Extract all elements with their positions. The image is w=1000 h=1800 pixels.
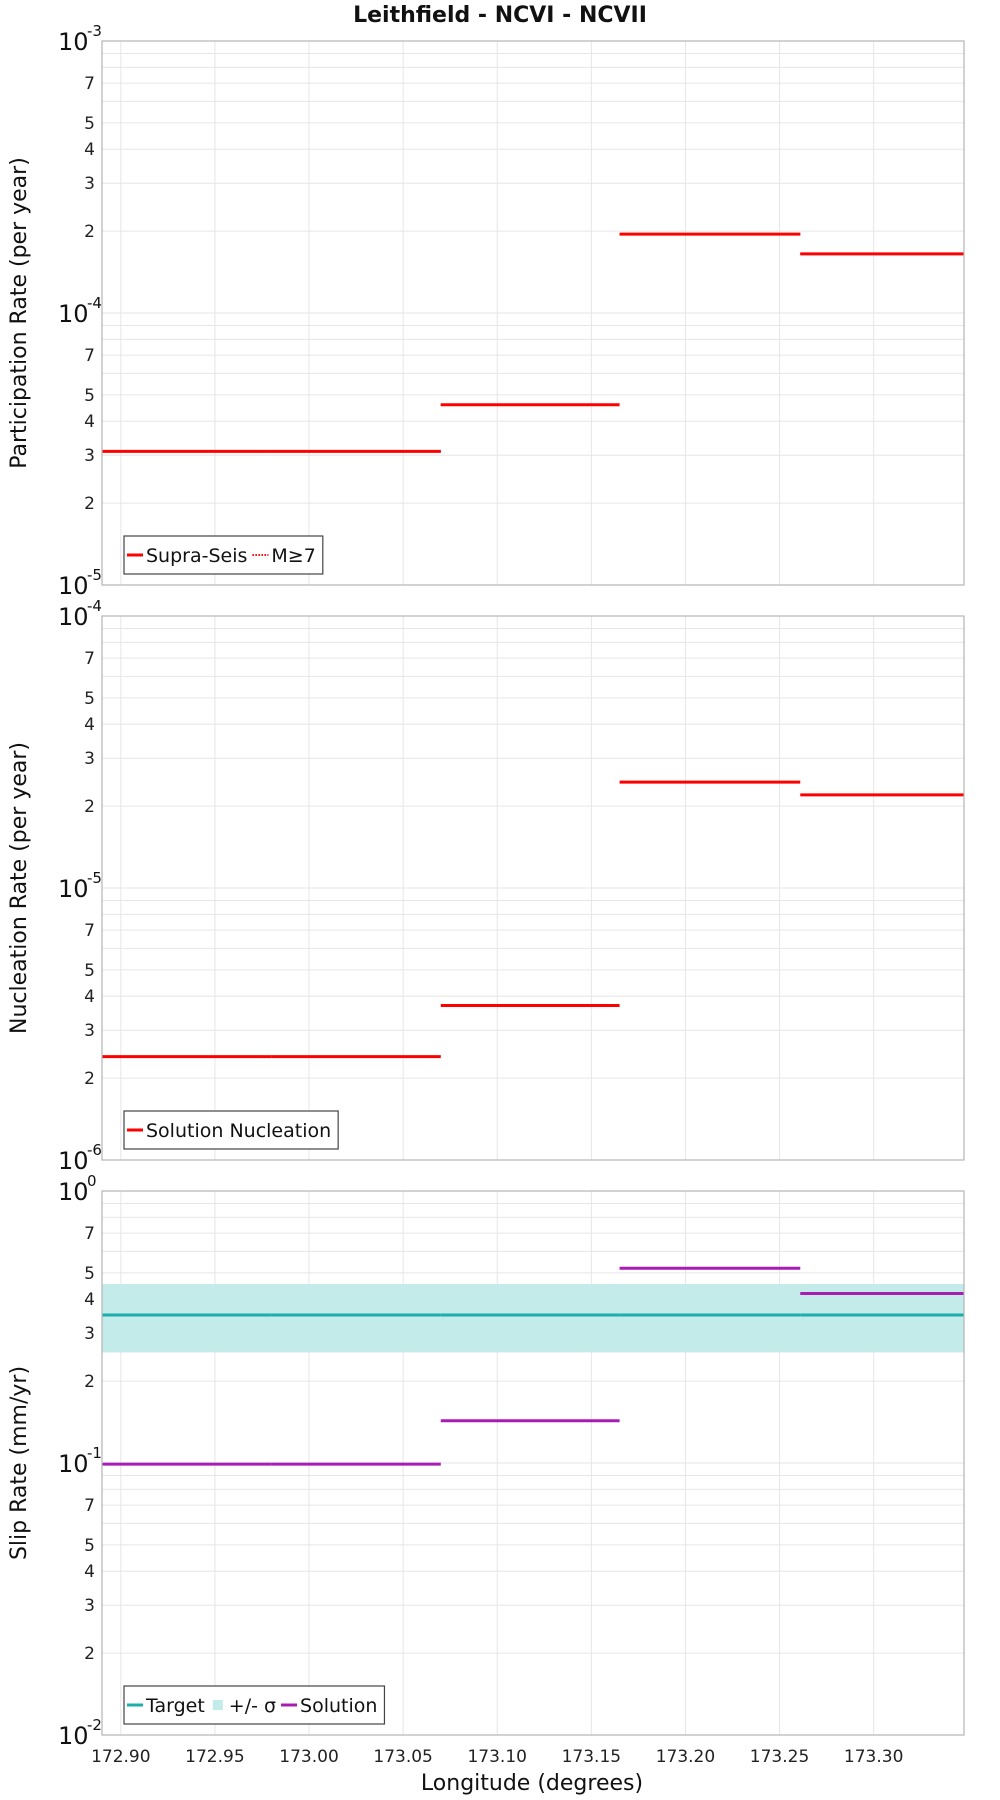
plot-frame [101, 615, 965, 1161]
y-tick-label: 2 [84, 1644, 95, 1664]
y-tick-label: 3 [84, 446, 95, 466]
y-tick-decade-label: 10 [58, 1147, 89, 1175]
y-tick-label: 5 [84, 1264, 95, 1284]
legend-item-label: +/- σ [229, 1695, 276, 1717]
y-tick-exponent-label: -5 [87, 566, 102, 584]
plot-frame [101, 40, 965, 586]
y-tick-exponent-label: -4 [87, 294, 102, 312]
x-tick-label: 172.95 [185, 1747, 244, 1767]
y-tick-exponent-label: -4 [87, 597, 102, 615]
y-tick-label: 7 [84, 921, 95, 941]
y-tick-label: 4 [84, 987, 95, 1007]
y-tick-label: 7 [84, 1224, 95, 1244]
legend-box [123, 535, 324, 575]
y-tick-label: 7 [84, 1496, 95, 1516]
x-tick-label: 173.05 [373, 1747, 432, 1767]
y-tick-decade-label: 10 [58, 1450, 89, 1478]
y-tick-decade-label: 10 [58, 875, 89, 903]
y-axis-title: Participation Rate (per year) [7, 157, 32, 469]
y-tick-label: 3 [84, 1324, 95, 1344]
plot-frame [101, 1190, 965, 1736]
legend-item-label: Solution [300, 1695, 377, 1717]
y-tick-exponent-label: -5 [87, 869, 102, 887]
y-tick-label: 4 [84, 715, 95, 735]
y-tick-label: 5 [84, 1536, 95, 1556]
legend-item-label: Target [145, 1695, 205, 1717]
y-tick-decade-label: 10 [58, 300, 89, 328]
y-tick-label: 3 [84, 1021, 95, 1041]
y-tick-exponent-label: -2 [87, 1716, 102, 1734]
y-tick-label: 2 [84, 1372, 95, 1392]
y-tick-label: 3 [84, 1596, 95, 1616]
y-tick-label: 2 [84, 494, 95, 514]
y-tick-decade-label: 10 [58, 28, 89, 56]
y-tick-decade-label: 10 [58, 572, 89, 600]
legend-item-label: M≥7 [271, 545, 315, 567]
y-tick-decade-label: 10 [58, 1178, 89, 1206]
legend: Supra-Seis M≥7 [123, 535, 324, 575]
y-tick-label: 4 [84, 1562, 95, 1582]
y-tick-label: 2 [84, 797, 95, 817]
y-axis-title: Slip Rate (mm/yr) [7, 1366, 32, 1560]
y-tick-label: 5 [84, 689, 95, 709]
y-tick-label: 4 [84, 412, 95, 432]
y-tick-exponent-label: 0 [87, 1172, 97, 1190]
y-tick-label: 4 [84, 1290, 95, 1310]
y-tick-label: 7 [84, 346, 95, 366]
legend-box [123, 1110, 339, 1150]
y-tick-label: 7 [84, 74, 95, 94]
y-axis-title: Nucleation Rate (per year) [7, 742, 32, 1034]
y-tick-label: 3 [84, 174, 95, 194]
x-tick-label: 173.15 [562, 1747, 621, 1767]
y-tick-label: 2 [84, 1069, 95, 1089]
y-tick-label: 5 [84, 961, 95, 981]
sigma-band [102, 1284, 964, 1353]
x-tick-label: 173.20 [656, 1747, 715, 1767]
legend-swatch [212, 1700, 223, 1710]
x-tick-label: 173.25 [750, 1747, 809, 1767]
y-tick-label: 3 [84, 749, 95, 769]
y-tick-decade-label: 10 [58, 603, 89, 631]
y-tick-label: 7 [84, 649, 95, 669]
x-tick-label: 172.90 [91, 1747, 150, 1767]
y-tick-label: 2 [84, 222, 95, 242]
x-axis-title: Longitude (degrees) [421, 1771, 643, 1796]
y-tick-exponent-label: -3 [87, 22, 102, 40]
y-tick-decade-label: 10 [58, 1722, 89, 1750]
x-tick-label: 173.10 [467, 1747, 526, 1767]
y-tick-exponent-label: -1 [87, 1444, 102, 1462]
x-tick-label: 173.00 [279, 1747, 338, 1767]
y-tick-label: 5 [84, 386, 95, 406]
legend: Target +/- σ Solution [123, 1685, 386, 1725]
x-tick-label: 173.30 [844, 1747, 903, 1767]
y-tick-exponent-label: -6 [87, 1141, 102, 1159]
legend-item-label: Solution Nucleation [146, 1120, 331, 1142]
legend-box [123, 1685, 386, 1725]
legend-item-label: Supra-Seis [146, 545, 247, 567]
y-tick-label: 5 [84, 114, 95, 134]
y-tick-label: 4 [84, 140, 95, 160]
legend: Solution Nucleation [123, 1110, 339, 1150]
chart-title: Leithfield - NCVI - NCVII [353, 3, 647, 28]
